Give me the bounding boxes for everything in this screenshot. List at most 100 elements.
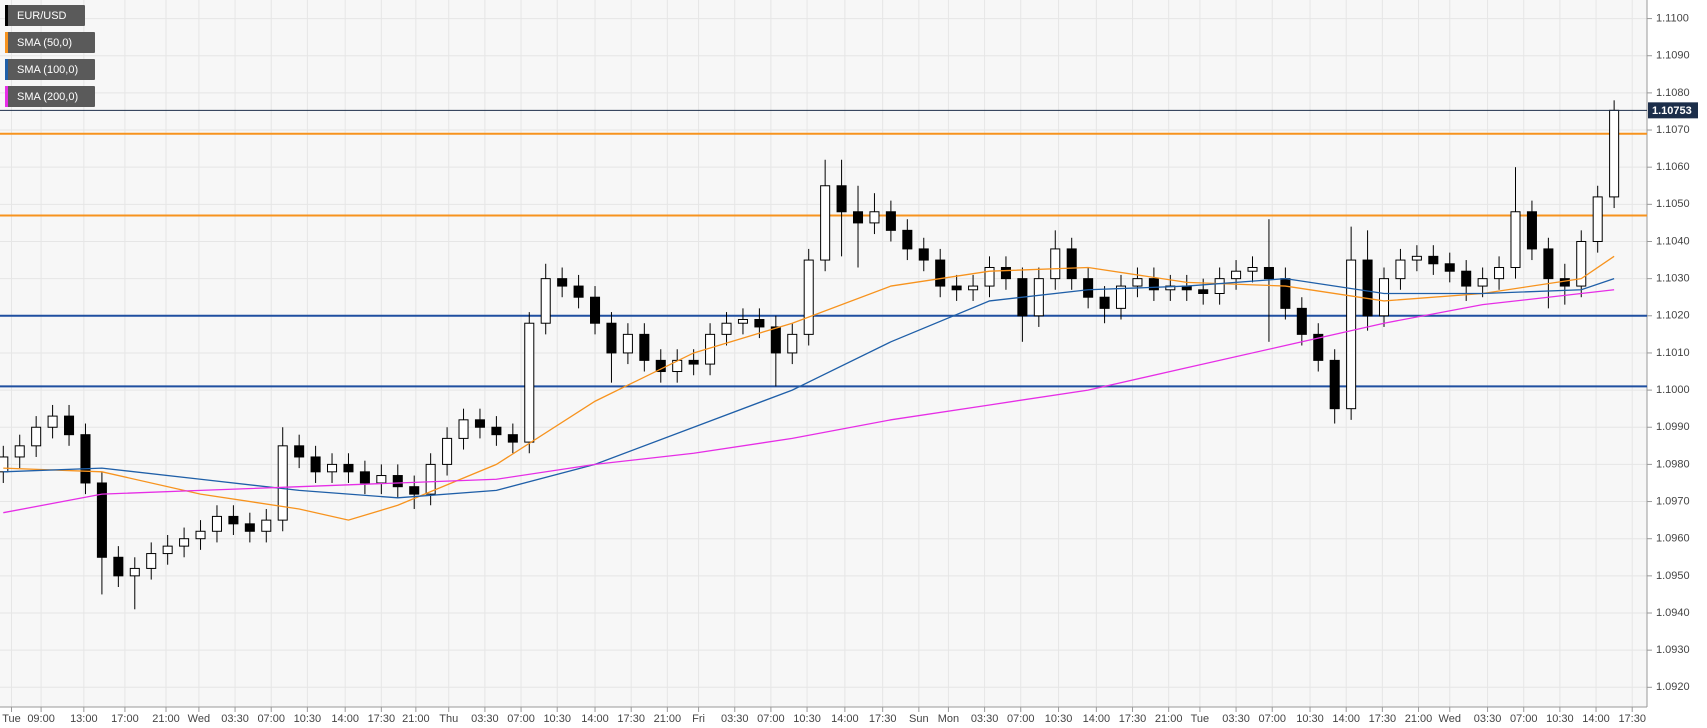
candle-body <box>803 259 814 335</box>
candle-body <box>902 229 913 250</box>
candle-body <box>935 259 946 287</box>
x-tick-label: 07:00 <box>1510 713 1538 725</box>
candle-body <box>1033 278 1044 317</box>
candle-body <box>721 322 732 335</box>
candle-body <box>639 333 650 361</box>
candle-body <box>540 278 551 324</box>
x-tick-label: Thu <box>439 713 458 725</box>
candle-body <box>179 538 190 547</box>
x-tick-label: 21:00 <box>1155 713 1183 725</box>
candle-body <box>688 359 699 365</box>
y-tick-label: 1.1090 <box>1656 50 1690 62</box>
x-tick-label: 14:00 <box>1332 713 1360 725</box>
candle-body <box>47 415 58 428</box>
candle-body <box>655 359 666 373</box>
x-tick-label: 10:30 <box>793 713 821 725</box>
candle-body <box>1543 248 1554 280</box>
candle-body <box>622 333 633 354</box>
candle-body <box>1346 259 1357 410</box>
x-tick-label: Sun <box>909 713 929 725</box>
candle-body <box>770 326 781 354</box>
candle-body <box>474 419 485 428</box>
x-tick-label: 07:00 <box>757 713 785 725</box>
candle-body <box>573 285 584 298</box>
x-tick-label: 21:00 <box>654 713 682 725</box>
candle-body <box>409 486 420 495</box>
y-tick-label: 1.1070 <box>1656 124 1690 136</box>
y-tick-label: 1.1060 <box>1656 161 1690 173</box>
x-tick-label: Tue <box>2 713 21 725</box>
x-tick-label: Wed <box>188 713 210 725</box>
candle-body <box>1494 266 1505 280</box>
x-tick-label: 10:30 <box>294 713 322 725</box>
candle-body <box>590 296 601 324</box>
x-tick-label: 17:30 <box>368 713 396 725</box>
x-tick-label: 17:00 <box>111 713 139 725</box>
legend-box <box>5 5 85 26</box>
x-tick-label: 21:00 <box>402 713 430 725</box>
candle-body <box>442 437 453 465</box>
x-tick-label: 03:30 <box>471 713 499 725</box>
legend-label: SMA (100,0) <box>17 64 78 76</box>
candle-body <box>343 463 354 473</box>
y-tick-label: 1.0950 <box>1656 570 1690 582</box>
y-tick-label: 1.1100 <box>1656 12 1689 24</box>
candle-body <box>1099 296 1110 309</box>
candle-body <box>524 322 535 443</box>
candle-body <box>852 211 864 224</box>
candle-body <box>1066 248 1077 280</box>
y-tick-label: 1.0920 <box>1656 681 1690 693</box>
candle-body <box>327 463 338 473</box>
candle-body <box>294 445 305 458</box>
candle-body <box>885 211 896 231</box>
x-tick-label: 07:00 <box>257 713 285 725</box>
candle-body <box>64 415 75 436</box>
candle-body <box>787 333 798 354</box>
candle-body <box>1592 196 1603 242</box>
x-tick-label: 07:00 <box>1258 713 1286 725</box>
x-tick-label: 17:30 <box>617 713 645 725</box>
candle-body <box>1050 248 1061 280</box>
candle-body <box>1477 278 1488 287</box>
candle-body <box>951 285 962 291</box>
candle-body <box>1362 259 1373 317</box>
legend-swatch <box>5 32 8 53</box>
y-tick-label: 1.0930 <box>1656 644 1690 656</box>
y-tick-label: 1.0990 <box>1656 421 1690 433</box>
legend-box <box>5 86 95 107</box>
candle-body <box>261 519 272 532</box>
candle-body <box>1313 333 1324 361</box>
y-tick-label: 1.1020 <box>1656 310 1690 322</box>
x-tick-label: 21:00 <box>152 713 180 725</box>
x-tick-label: 14:00 <box>331 713 359 725</box>
last-price-box <box>1648 102 1698 119</box>
candle-body <box>557 278 568 287</box>
candle-body <box>1559 278 1570 287</box>
candle-body <box>737 319 748 324</box>
x-tick-label: 10:30 <box>1296 713 1324 725</box>
sma-line <box>3 289 1615 514</box>
candle-body <box>113 556 124 577</box>
candle-body <box>1461 270 1472 287</box>
candle-body <box>244 523 255 532</box>
candle-body <box>0 456 9 473</box>
candle-body <box>1000 266 1011 280</box>
candle-body <box>606 322 617 354</box>
candle-body <box>376 475 387 484</box>
y-tick-label: 1.0980 <box>1656 458 1690 470</box>
candle-body <box>277 445 288 521</box>
candle-body <box>1576 240 1587 287</box>
legend-label: EUR/USD <box>17 10 67 22</box>
candle-body <box>392 475 403 488</box>
x-tick-label: 17:30 <box>1369 713 1397 725</box>
x-tick-label: 07:00 <box>507 713 535 725</box>
x-tick-label: 10:30 <box>543 713 571 725</box>
candle-body <box>1296 307 1307 335</box>
candle-body <box>507 434 518 443</box>
candle-body <box>1198 289 1209 294</box>
x-tick-label: Wed <box>1439 713 1461 725</box>
candle-body <box>162 545 173 555</box>
candle-body <box>1526 211 1537 250</box>
